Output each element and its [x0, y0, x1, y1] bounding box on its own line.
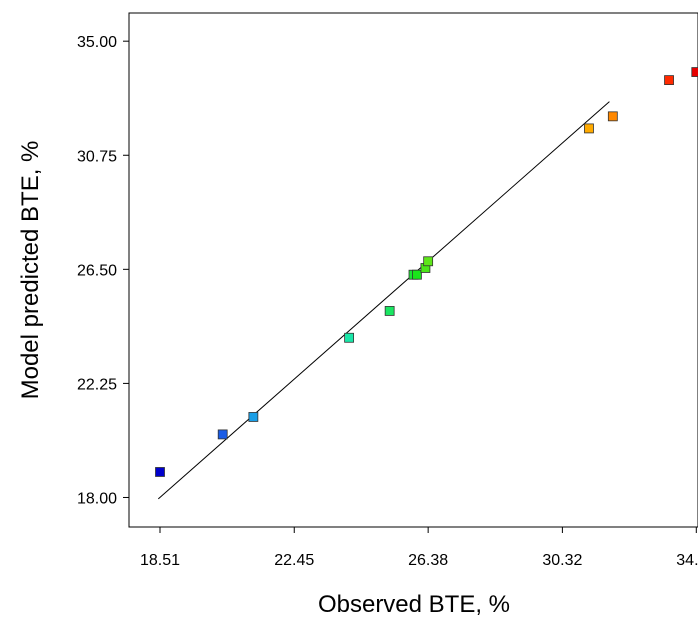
y-axis: 18.00 22.25 26.50 30.75 35.00: [77, 34, 129, 507]
data-point: [607, 111, 618, 122]
data-point: [412, 269, 422, 280]
x-tick-label: 22.45: [274, 552, 314, 569]
data-point: [344, 332, 355, 343]
data-point: [384, 306, 395, 316]
x-tick-label: 30.32: [542, 552, 582, 569]
y-tick-label: 35.00: [77, 34, 117, 51]
x-tick-label: 34.25: [676, 552, 698, 569]
data-point: [584, 123, 594, 134]
x-axis-title: Observed BTE, %: [318, 591, 510, 618]
x-tick-label: 18.51: [140, 552, 180, 569]
data-points: [155, 67, 698, 477]
data-point: [155, 467, 165, 477]
data-point: [691, 67, 698, 77]
plot-frame: [128, 12, 698, 528]
x-tick-label: 26.38: [408, 552, 448, 569]
y-tick-label: 22.25: [77, 376, 117, 393]
data-point: [248, 412, 259, 422]
y-tick-label: 30.75: [77, 148, 117, 165]
data-point: [664, 75, 674, 86]
data-point: [423, 256, 434, 267]
y-tick-label: 26.50: [77, 262, 117, 279]
y-axis-title: Model predicted BTE, %: [17, 141, 44, 400]
reference-line: [157, 101, 610, 500]
y-tick-label: 18.00: [77, 490, 117, 507]
data-point: [217, 429, 228, 440]
x-axis: 18.51 22.45 26.38 30.32 34.25: [140, 527, 698, 569]
